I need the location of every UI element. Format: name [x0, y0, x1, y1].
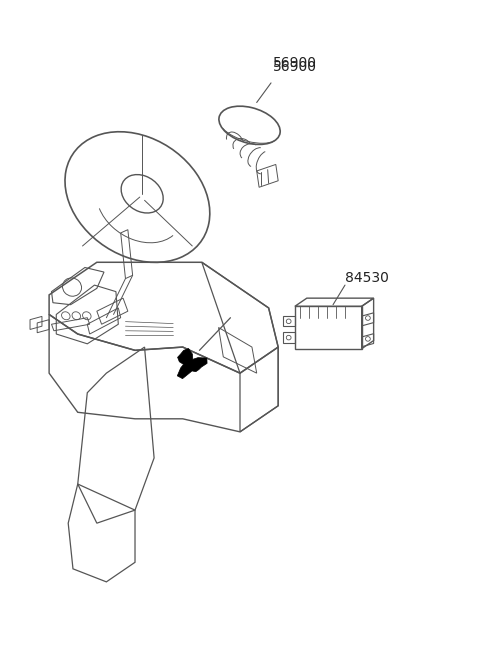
Polygon shape [177, 348, 207, 379]
Text: 56900: 56900 [274, 56, 317, 70]
Text: 84530: 84530 [345, 271, 389, 285]
Text: 56900: 56900 [274, 60, 317, 75]
